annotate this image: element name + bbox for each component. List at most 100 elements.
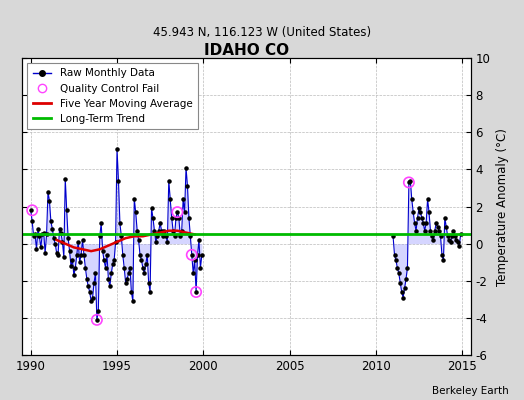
Point	[416, 209, 424, 215]
Point	[190, 257, 199, 264]
Point	[41, 250, 49, 256]
Point	[426, 228, 434, 234]
Point	[196, 265, 204, 271]
Point	[97, 220, 105, 226]
Point	[435, 228, 443, 234]
Point	[60, 254, 68, 260]
Point	[99, 248, 107, 254]
Point	[106, 283, 114, 290]
Point	[399, 294, 407, 301]
Point	[74, 239, 82, 245]
Point	[32, 246, 41, 252]
Point	[432, 220, 440, 226]
Point	[133, 228, 141, 234]
Point	[431, 228, 439, 234]
Point	[39, 229, 48, 236]
Point	[146, 289, 154, 295]
Point	[47, 218, 55, 225]
Point	[71, 265, 80, 271]
Point	[123, 276, 132, 282]
Point	[149, 214, 157, 221]
Point	[403, 265, 412, 271]
Point	[44, 188, 52, 195]
Point	[183, 183, 192, 189]
Point	[107, 270, 115, 277]
Point	[117, 233, 126, 240]
Point	[398, 289, 406, 295]
Point	[185, 214, 193, 221]
Point	[45, 198, 53, 204]
Point	[51, 240, 59, 247]
Point	[195, 237, 203, 243]
Title: IDAHO CO: IDAHO CO	[204, 43, 289, 58]
Point	[116, 220, 124, 226]
Point	[442, 224, 451, 230]
Point	[124, 270, 133, 277]
Point	[446, 239, 455, 245]
Point	[141, 261, 150, 267]
Point	[114, 177, 123, 184]
Point	[64, 235, 72, 241]
Point	[134, 237, 143, 243]
Point	[68, 257, 77, 264]
Point	[66, 248, 74, 254]
Point	[150, 228, 159, 234]
Point	[408, 196, 416, 202]
Point	[395, 270, 403, 277]
Point	[90, 280, 98, 286]
Point	[441, 214, 449, 221]
Point	[145, 280, 153, 286]
Point	[94, 307, 103, 314]
Point	[35, 233, 43, 240]
Point	[104, 276, 113, 282]
Point	[48, 226, 57, 232]
Point	[93, 317, 101, 323]
Point	[28, 218, 36, 225]
Point	[455, 242, 463, 249]
Point	[62, 207, 71, 214]
Point	[27, 207, 35, 214]
Point	[406, 177, 414, 184]
Point	[112, 239, 120, 245]
Point	[454, 239, 462, 245]
Point	[58, 239, 67, 245]
Point	[129, 298, 137, 304]
Point	[172, 214, 180, 221]
Point	[178, 228, 186, 234]
Point	[73, 252, 81, 258]
Point	[108, 261, 117, 267]
Point	[189, 270, 198, 277]
Point	[83, 276, 91, 282]
Point	[176, 233, 184, 240]
Point	[443, 233, 452, 240]
Point	[173, 209, 182, 215]
Point	[78, 237, 86, 243]
Point	[132, 209, 140, 215]
Point	[389, 233, 397, 240]
Point	[151, 239, 160, 245]
Point	[405, 179, 413, 186]
Point	[192, 289, 200, 295]
Point	[193, 252, 202, 258]
Point	[396, 280, 405, 286]
Point	[67, 263, 75, 269]
Point	[402, 276, 410, 282]
Point	[168, 214, 176, 221]
Point	[410, 220, 419, 226]
Point	[393, 265, 401, 271]
Point	[418, 214, 426, 221]
Point	[165, 177, 173, 184]
Point	[445, 237, 453, 243]
Point	[163, 239, 171, 245]
Point	[420, 228, 429, 234]
Point	[438, 252, 446, 258]
Point	[38, 231, 47, 238]
Point	[449, 228, 457, 234]
Point	[84, 283, 92, 290]
Point	[113, 146, 121, 152]
Point	[160, 228, 169, 234]
Point	[198, 252, 206, 258]
Point	[157, 228, 166, 234]
Point	[188, 252, 196, 258]
Point	[425, 209, 433, 215]
